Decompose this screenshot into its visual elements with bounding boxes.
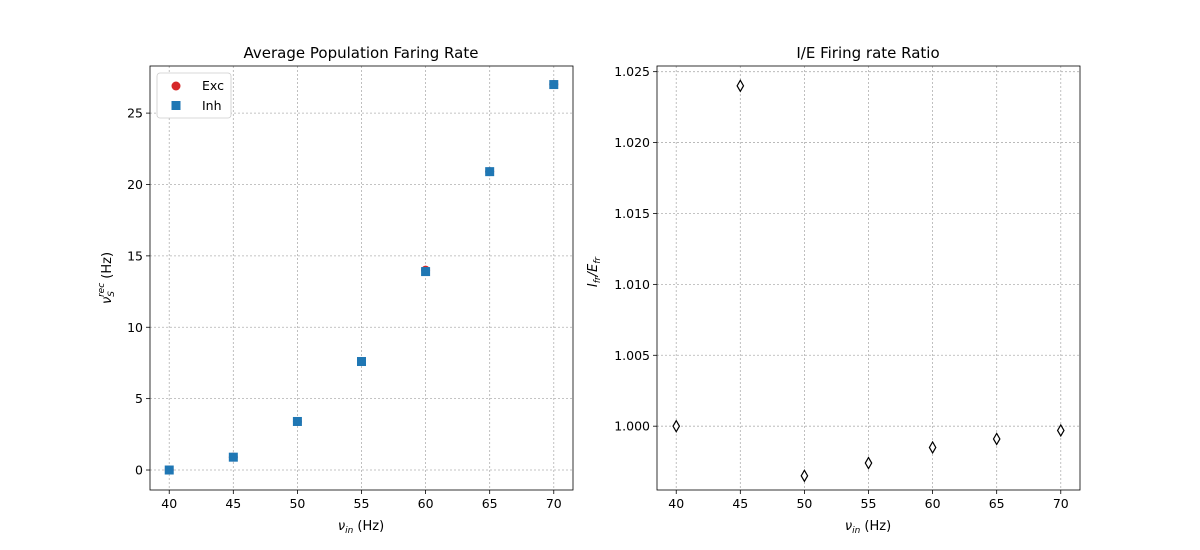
firing-rate-y-label-superscript: rec [97, 283, 107, 297]
ie-ratio-x-tick-label: 55 [861, 496, 877, 511]
firing-rate-ticks: 40 45 50 55 60 65 70 0 5 10 15 20 25 [127, 106, 562, 511]
firing-rate-chart-title: Average Population Faring Rate [244, 44, 479, 62]
firing-rate-x-label-unit: (Hz) [353, 519, 384, 534]
firing-rate-inh-point [549, 80, 559, 90]
firing-rate-panel: Average Population Faring Rate 40 45 50 55 6… [97, 44, 574, 536]
firing-rate-y-tick-label: 0 [135, 463, 143, 478]
firing-rate-y-axis-label: νSrec (Hz) [97, 252, 117, 304]
ie-ratio-x-axis-label: νin (Hz) [845, 519, 891, 536]
firing-rate-y-tick-label: 5 [135, 391, 143, 406]
firing-rate-y-tick-label: 15 [127, 248, 143, 263]
firing-rate-x-tick-label: 60 [418, 496, 434, 511]
ie-ratio-x-tick-label: 40 [668, 496, 684, 511]
ie-ratio-y-axis-label: Ifr/Efr [586, 256, 603, 287]
ie-ratio-y-tick-label: 1.015 [614, 206, 650, 221]
firing-rate-grid [150, 66, 573, 490]
firing-rate-y-tick-label: 10 [127, 320, 143, 335]
ie-ratio-y-label-i: I [586, 283, 601, 287]
ie-ratio-ratio-point [928, 440, 937, 455]
ie-ratio-x-label-symbol: ν [845, 519, 852, 534]
ie-ratio-y-tick-label: 1.005 [614, 348, 650, 363]
firing-rate-x-tick-label: 45 [225, 496, 241, 511]
ie-ratio-ratio-point [1056, 423, 1065, 438]
ie-ratio-ratio-point [800, 469, 809, 483]
ie-ratio-y-label-sub-2: fr [593, 256, 603, 264]
firing-rate-y-label-unit: (Hz) [100, 252, 115, 283]
ie-ratio-x-tick-label: 45 [732, 496, 748, 511]
ie-ratio-ratio-point [672, 419, 681, 433]
ie-ratio-y-tick-label: 1.000 [614, 419, 650, 434]
firing-rate-x-tick-label: 65 [482, 496, 498, 511]
firing-rate-inh-point [228, 452, 238, 462]
firing-rate-inh-point [164, 465, 174, 475]
ie-ratio-ticks: 40 45 50 55 60 65 70 1.000 1.005 1.010 1.015 1.020 1… [614, 64, 1069, 511]
firing-rate-legend: Exc Inh [156, 72, 232, 119]
firing-rate-marks [164, 80, 559, 475]
firing-rate-x-tick-label: 70 [546, 496, 562, 511]
firing-rate-inh-point [292, 416, 302, 426]
ie-ratio-y-label-e: /E [586, 263, 601, 277]
ie-ratio-x-label-unit: (Hz) [860, 519, 891, 534]
firing-rate-y-tick-label: 20 [127, 177, 143, 192]
firing-rate-inh-point [421, 267, 431, 277]
firing-rate-x-label-subscript: in [345, 526, 354, 536]
ie-ratio-x-tick-label: 70 [1053, 496, 1069, 511]
ie-ratio-y-tick-label: 1.020 [614, 135, 650, 150]
ie-ratio-x-tick-label: 50 [796, 496, 812, 511]
firing-rate-x-label-symbol: ν [338, 519, 345, 534]
ie-ratio-x-tick-label: 65 [989, 496, 1005, 511]
ie-ratio-grid [657, 66, 1080, 490]
firing-rate-y-label-symbol: ν [100, 297, 115, 304]
firing-rate-y-tick-label: 25 [127, 106, 143, 121]
firing-rate-y-label-subscript: S [107, 291, 117, 297]
firing-rate-x-tick-label: 55 [354, 496, 370, 511]
ie-ratio-y-tick-label: 1.010 [614, 277, 650, 292]
ie-ratio-y-tick-label: 1.025 [614, 64, 650, 79]
ie-ratio-y-label-sub-1: fr [593, 275, 603, 283]
firing-rate-x-tick-label: 50 [289, 496, 305, 511]
ie-ratio-chart-title: I/E Firing rate Ratio [796, 44, 939, 62]
firing-rate-x-tick-label: 40 [161, 496, 177, 511]
legend-exc-label: Exc [202, 78, 224, 93]
ie-ratio-panel: I/E Firing rate Ratio 40 45 50 55 60 65 70 1.00… [586, 44, 1081, 536]
firing-rate-x-axis-label: νin (Hz) [338, 519, 384, 536]
firing-rate-inh-point [485, 167, 495, 177]
ie-ratio-x-tick-label: 60 [925, 496, 941, 511]
ie-ratio-ratio-point [864, 456, 873, 470]
ie-ratio-marks [672, 79, 1065, 483]
ie-ratio-x-label-subscript: in [852, 526, 861, 536]
firing-rate-inh-point [357, 357, 366, 367]
legend-inh-marker [171, 101, 181, 110]
ie-ratio-ratio-point [992, 432, 1001, 446]
legend-exc-marker [171, 81, 181, 91]
legend-inh-label: Inh [202, 98, 222, 113]
ie-ratio-ratio-point [736, 79, 745, 93]
